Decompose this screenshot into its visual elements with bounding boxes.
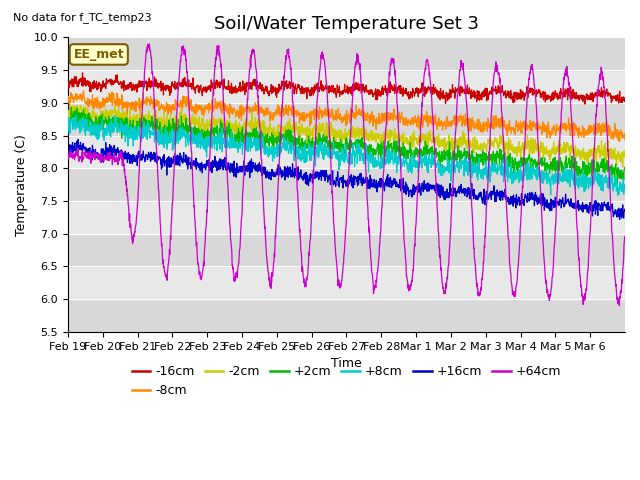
Text: EE_met: EE_met: [74, 48, 124, 61]
Bar: [68, 103, 625, 135]
Bar: [68, 135, 625, 168]
Bar: [68, 201, 625, 234]
Bar: [68, 266, 625, 299]
Bar: [68, 168, 625, 201]
Bar: [68, 234, 625, 266]
Legend: -16cm, -8cm, -2cm, +2cm, +8cm, +16cm, +64cm: -16cm, -8cm, -2cm, +2cm, +8cm, +16cm, +6…: [127, 360, 566, 402]
Text: No data for f_TC_temp23: No data for f_TC_temp23: [13, 12, 152, 23]
Bar: [68, 70, 625, 103]
Y-axis label: Temperature (C): Temperature (C): [15, 134, 28, 236]
Bar: [68, 299, 625, 332]
Bar: [68, 37, 625, 70]
X-axis label: Time: Time: [331, 357, 362, 370]
Title: Soil/Water Temperature Set 3: Soil/Water Temperature Set 3: [214, 15, 479, 33]
